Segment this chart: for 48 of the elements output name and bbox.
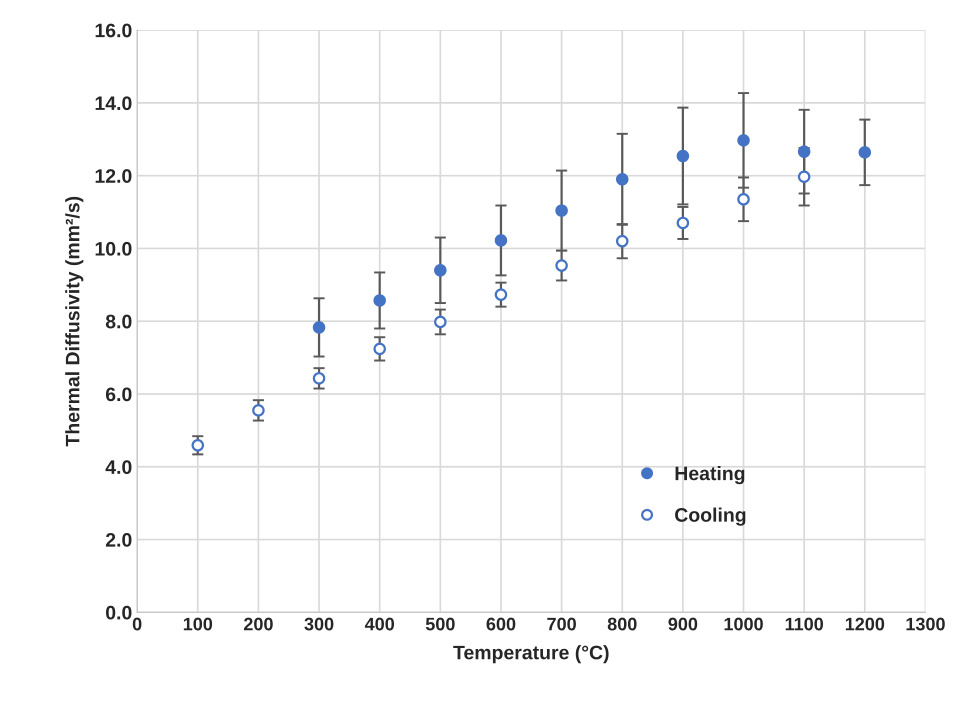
x-tick-label: 100 (184, 618, 212, 630)
x-tick-label: 1100 (786, 618, 824, 630)
point (616, 173, 629, 186)
point (616, 234, 629, 248)
x-axis-title: Temperature (°C) (453, 645, 609, 664)
point (373, 294, 386, 307)
x-tick-label: 400 (364, 618, 394, 630)
x-tick-label: 1200 (846, 618, 884, 630)
point (494, 234, 508, 247)
point (434, 316, 447, 328)
x-tick-label: 1000 (724, 618, 763, 630)
y-tick-label: 0.0 (106, 606, 132, 620)
x-tick-label: 700 (547, 618, 576, 630)
point (434, 264, 447, 277)
point (676, 150, 690, 162)
point (676, 216, 690, 230)
point (252, 404, 265, 417)
x-tick-label: 800 (608, 618, 637, 630)
y-tick-label: 14.0 (96, 96, 132, 110)
legend-label: Cooling (675, 508, 746, 526)
point (798, 145, 810, 158)
point (192, 439, 204, 452)
y-tick-label: 2.0 (106, 533, 132, 547)
y-tick-label: 16.0 (96, 24, 132, 38)
point (555, 259, 568, 272)
y-axis-title: Thermal Diffusivity (mm²/s) (65, 196, 84, 446)
x-tick-label: 600 (486, 618, 516, 630)
y-tick-label: 6.0 (106, 387, 132, 402)
point (555, 204, 568, 217)
y-tick-label: 4.0 (106, 460, 132, 474)
point (312, 372, 326, 385)
y-tick-label: 12.0 (96, 169, 132, 183)
point (798, 170, 810, 184)
point (737, 134, 750, 147)
point (494, 288, 508, 301)
x-tick-label: 300 (304, 618, 334, 630)
point (737, 193, 750, 206)
x-tick-label: 200 (244, 618, 273, 630)
point (312, 321, 326, 334)
y-tick-label: 8.0 (106, 314, 132, 328)
legend-label: Heating (676, 466, 744, 484)
x-tick-label: 0 (132, 618, 142, 630)
y-tick-label: 10.0 (96, 242, 132, 256)
point (858, 146, 872, 159)
x-tick-label: 900 (668, 618, 698, 630)
x-tick-label: 500 (426, 618, 455, 630)
point (373, 342, 386, 356)
x-tick-label: 1300 (906, 618, 945, 630)
